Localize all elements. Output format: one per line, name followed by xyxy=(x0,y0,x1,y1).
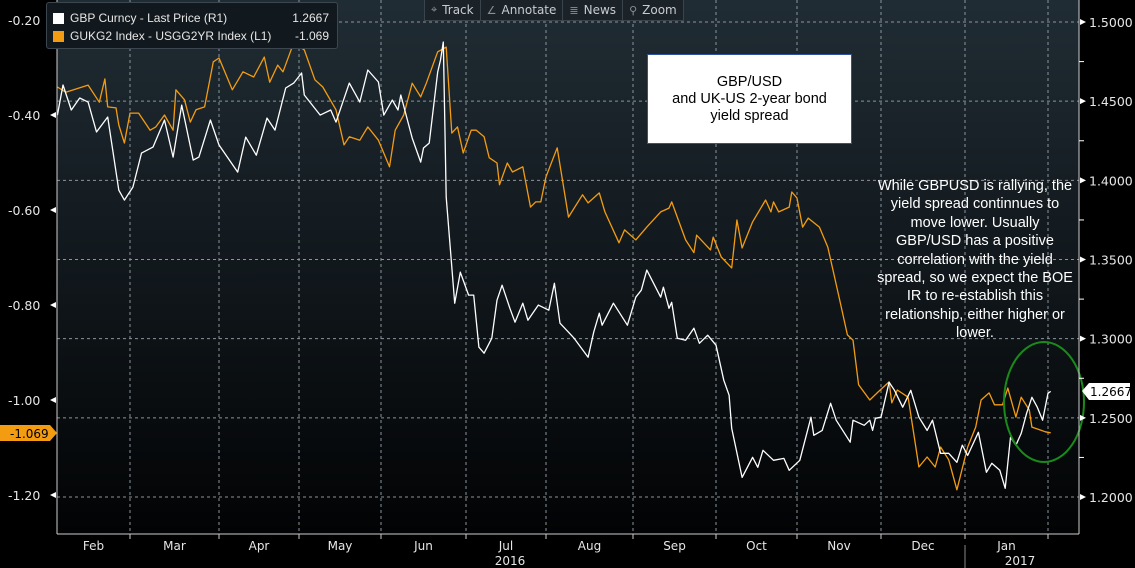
highlight-circle xyxy=(1003,341,1085,463)
right-tick-mark xyxy=(1080,98,1086,105)
left-tick-mark xyxy=(50,492,56,498)
right-tick-label: 1.2000 xyxy=(1089,490,1133,505)
legend: GBP Curncy - Last Price (R1) 1.2667 GUKG… xyxy=(46,2,338,49)
x-axis: Feb Mar Apr May Jun Jul Aug Sep Oct Nov Dec Jan 2016… xyxy=(83,534,1049,568)
right-last-value: 1.2667 xyxy=(1090,385,1132,399)
right-tick-mark xyxy=(1080,19,1086,25)
title-line: yield spread xyxy=(710,107,789,124)
right-tick-label: 1.4500 xyxy=(1089,94,1133,109)
legend-item-gbp[interactable]: GBP Curncy - Last Price (R1) 1.2667 xyxy=(53,11,329,25)
left-last-value: -1.069 xyxy=(10,427,49,441)
left-tick-label: -0.80 xyxy=(8,298,40,313)
annotate-button[interactable]: ∠ Annotate xyxy=(481,0,564,20)
yield-spread-line xyxy=(57,42,1051,491)
left-tick-mark xyxy=(50,397,56,403)
news-icon: ≣ xyxy=(569,3,579,17)
x-tick-label: Dec xyxy=(911,539,934,553)
pencil-icon: ∠ xyxy=(486,3,497,17)
gbpusd-line xyxy=(56,41,1052,489)
right-tick-label: 1.5000 xyxy=(1089,15,1133,30)
left-tick-mark xyxy=(50,207,56,213)
left-tick-mark xyxy=(50,302,56,308)
x-tick-label: Oct xyxy=(746,539,767,553)
legend-item-spread[interactable]: GUKG2 Index - USGG2YR Index (L1) -1.069 xyxy=(53,29,329,43)
right-axis: 1.5000 1.4500 1.4000 1.3500 1.3000 1.2500 1.20… xyxy=(1079,15,1133,505)
right-tick-label: 1.3500 xyxy=(1089,253,1133,268)
x-tick-label: Sep xyxy=(663,539,686,553)
chart-toolbar: ⌖ Track ∠ Annotate ≣ News ⚲ Zoom xyxy=(424,0,684,21)
left-tick-label: -0.40 xyxy=(8,108,40,123)
right-tick-mark xyxy=(1080,414,1086,421)
gridlines xyxy=(57,0,1079,534)
right-tick-label: 1.2500 xyxy=(1089,411,1133,426)
series-lines xyxy=(56,41,1052,491)
x-tick-label: Jun xyxy=(413,539,433,553)
left-last-value-tag: -1.069 xyxy=(0,425,57,441)
left-tick-label: -1.00 xyxy=(8,393,40,408)
chart-title-box: GBP/USD and UK-US 2-year bond yield spre… xyxy=(647,54,852,144)
left-tick-label: -0.60 xyxy=(8,203,40,218)
right-tick-mark xyxy=(1080,494,1086,501)
right-tick-label: 1.4000 xyxy=(1089,173,1133,188)
legend-label: GBP Curncy - Last Price (R1) xyxy=(70,11,228,25)
x-year-label: 2017 xyxy=(1005,554,1036,568)
legend-value: -1.069 xyxy=(294,29,329,43)
x-tick-label: Nov xyxy=(827,539,850,553)
track-label: Track xyxy=(442,3,474,17)
x-tick-label: Aug xyxy=(578,539,601,553)
title-line: and UK-US 2-year bond xyxy=(672,90,827,107)
news-label: News xyxy=(583,3,617,17)
right-tick-mark xyxy=(1080,335,1086,342)
legend-swatch-white xyxy=(53,12,64,24)
x-tick-label: Jan xyxy=(996,539,1016,553)
annotate-label: Annotate xyxy=(501,3,557,17)
x-tick-label: Apr xyxy=(249,539,270,553)
annotation-note: While GBPUSD is rallying, the yield spre… xyxy=(877,178,1073,342)
right-tick-label: 1.3000 xyxy=(1089,332,1133,347)
right-tick-mark xyxy=(1080,256,1086,263)
title-line: GBP/USD xyxy=(716,73,783,90)
track-button[interactable]: ⌖ Track xyxy=(425,0,481,20)
legend-swatch-orange xyxy=(53,30,64,42)
crosshair-icon: ⌖ xyxy=(431,3,438,16)
x-tick-label: Feb xyxy=(83,539,104,553)
news-button[interactable]: ≣ News xyxy=(563,0,624,20)
right-last-value-tag: 1.2667 xyxy=(1082,383,1132,400)
left-tick-label: -0.20 xyxy=(8,13,40,28)
zoom-button[interactable]: ⚲ Zoom xyxy=(623,0,683,20)
left-tick-label: -1.20 xyxy=(8,488,40,503)
x-tick-label: May xyxy=(328,539,353,553)
legend-value: 1.2667 xyxy=(292,11,329,25)
left-tick-mark xyxy=(50,112,56,118)
zoom-label: Zoom xyxy=(642,3,677,17)
x-tick-label: Jul xyxy=(498,539,513,553)
left-axis: -0.20 -0.40 -0.60 -0.80 -1.00 -1.20 xyxy=(8,13,56,503)
magnifier-icon: ⚲ xyxy=(629,3,638,17)
right-tick-mark xyxy=(1080,177,1086,184)
plot-area[interactable] xyxy=(57,0,1079,534)
x-year-label: 2016 xyxy=(495,554,526,568)
legend-label: GUKG2 Index - USGG2YR Index (L1) xyxy=(70,29,272,43)
x-tick-label: Mar xyxy=(163,539,186,553)
